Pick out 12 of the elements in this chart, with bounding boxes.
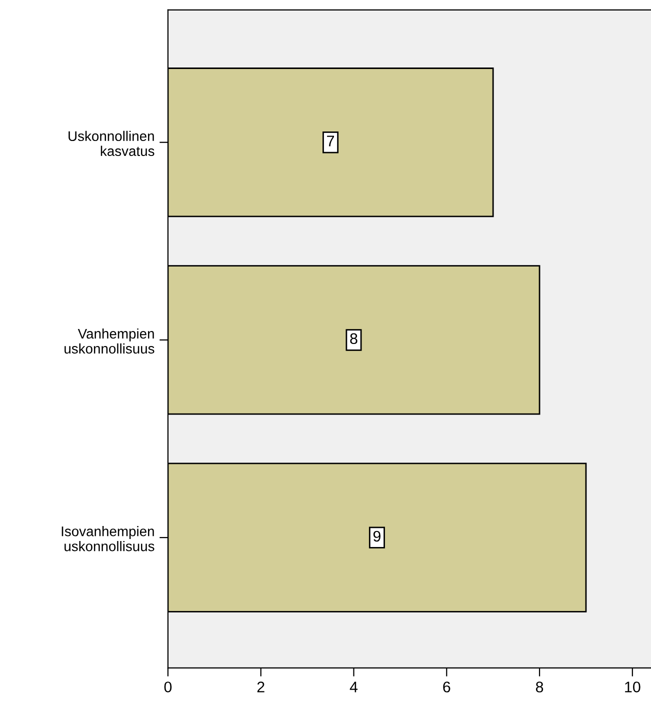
y-tick-label: Isovanhempien uskonnollisuus	[62, 526, 154, 552]
data-label: 8	[350, 333, 358, 344]
x-tick-label: 6	[443, 682, 450, 692]
x-tick-label: 0	[164, 682, 172, 692]
x-tick-label: 8	[536, 682, 544, 692]
x-tick-label: 4	[350, 682, 358, 692]
x-tick-label: 10	[625, 682, 640, 692]
data-label: 7	[327, 136, 334, 146]
y-tick-label: Vanhempien uskonnollisuus	[64, 328, 154, 354]
y-tick-label: Uskonnollinen kasvatus	[68, 130, 154, 156]
data-label: 9	[373, 530, 380, 542]
x-tick-label: 2	[257, 682, 264, 692]
